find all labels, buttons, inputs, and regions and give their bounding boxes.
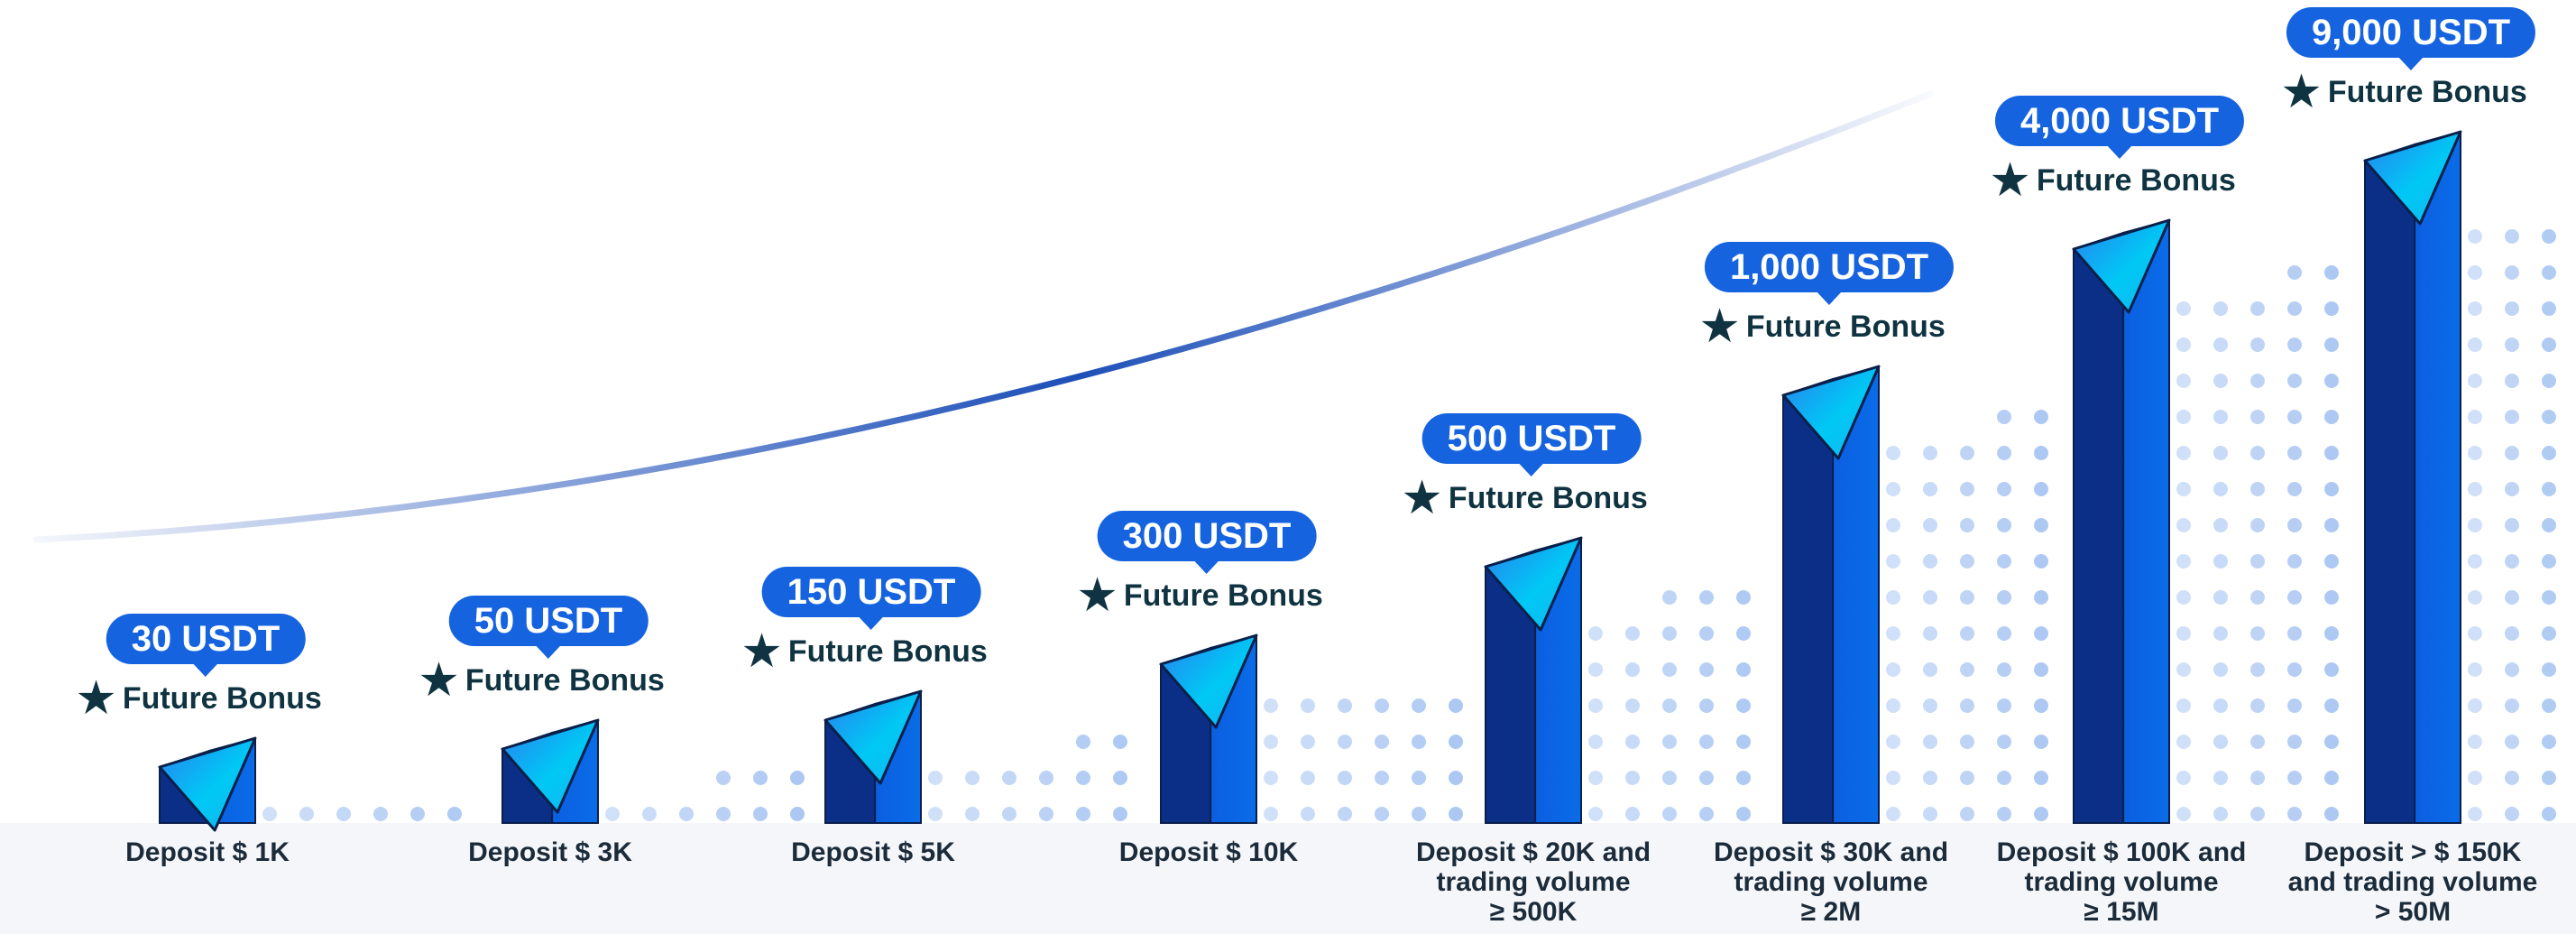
bar-tier-7 <box>2072 218 2171 824</box>
category-label-tier-8: Deposit > $ 150K and trading volume > 50… <box>2287 837 2538 927</box>
value-bubble-tier-5: 500 USDT <box>1421 413 1642 476</box>
dot-cluster <box>2176 265 2339 821</box>
future-bonus-tier-6: ★ Future Bonus <box>1698 303 1946 350</box>
dot-cluster <box>1264 698 1463 821</box>
future-bonus-label: Future Bonus <box>465 662 665 698</box>
dot-cluster <box>605 771 805 821</box>
star-icon: ★ <box>1076 569 1118 622</box>
bar-tier-8 <box>2363 130 2462 824</box>
value-bubble-tier-4: 300 USDT <box>1097 511 1317 574</box>
star-icon: ★ <box>1698 301 1741 353</box>
bar-tier-4 <box>1159 633 1258 824</box>
growth-curve <box>32 90 1934 543</box>
future-bonus-label: Future Bonus <box>1745 309 1946 344</box>
value-bubble-tier-3: 150 USDT <box>761 567 981 630</box>
future-bonus-tier-2: ★ Future Bonus <box>418 657 665 704</box>
bar-tier-3 <box>823 689 923 824</box>
value-bubble-tier-8: 9,000 USDT <box>2286 7 2536 70</box>
value-bubble-tier-7: 4,000 USDT <box>1994 96 2245 159</box>
category-baseline-band <box>0 823 2576 934</box>
star-icon: ★ <box>418 654 460 707</box>
future-bonus-tier-4: ★ Future Bonus <box>1076 572 1323 619</box>
future-bonus-label: Future Bonus <box>122 680 322 716</box>
dot-cluster <box>2468 229 2556 821</box>
dot-cluster <box>1886 410 2048 821</box>
category-label-tier-4: Deposit $ 10K <box>1118 837 1299 867</box>
dot-cluster <box>262 807 462 821</box>
category-label-tier-7: Deposit $ 100K and trading volume ≥ 15M <box>1996 837 2247 927</box>
bar-tier-1 <box>158 736 257 832</box>
future-bonus-tier-5: ★ Future Bonus <box>1401 475 1648 522</box>
star-icon: ★ <box>2280 66 2323 118</box>
star-icon: ★ <box>1401 472 1443 524</box>
future-bonus-tier-3: ★ Future Bonus <box>741 628 988 675</box>
category-label-tier-2: Deposit $ 3K <box>468 837 632 867</box>
star-icon: ★ <box>1989 154 2031 207</box>
bar-tier-5 <box>1484 536 1583 824</box>
category-label-tier-1: Deposit $ 1K <box>125 837 290 867</box>
future-bonus-tier-8: ★ Future Bonus <box>2280 69 2527 116</box>
future-bonus-label: Future Bonus <box>2036 162 2236 198</box>
bar-tier-6 <box>1781 365 1881 824</box>
future-bonus-tier-7: ★ Future Bonus <box>1989 157 2236 204</box>
star-icon: ★ <box>741 625 783 678</box>
future-bonus-label: Future Bonus <box>787 633 988 669</box>
star-icon: ★ <box>75 672 117 725</box>
future-bonus-label: Future Bonus <box>1123 578 1323 613</box>
dot-cluster <box>1588 590 1751 821</box>
value-bubble-tier-1: 30 USDT <box>106 614 306 677</box>
dot-pattern <box>262 229 2556 821</box>
future-bonus-tier-1: ★ Future Bonus <box>75 675 322 722</box>
category-label-tier-6: Deposit $ 30K and trading volume ≥ 2M <box>1713 837 1949 927</box>
dot-cluster <box>928 735 1127 821</box>
category-label-tier-5: Deposit $ 20K and trading volume ≥ 500K <box>1415 837 1651 927</box>
bar-tier-2 <box>501 718 600 824</box>
value-bubble-tier-6: 1,000 USDT <box>1704 242 1955 305</box>
future-bonus-label: Future Bonus <box>1448 480 1648 515</box>
category-label-tier-3: Deposit $ 5K <box>791 837 955 867</box>
future-bonus-label: Future Bonus <box>2327 74 2527 109</box>
value-bubble-tier-2: 50 USDT <box>448 596 649 659</box>
